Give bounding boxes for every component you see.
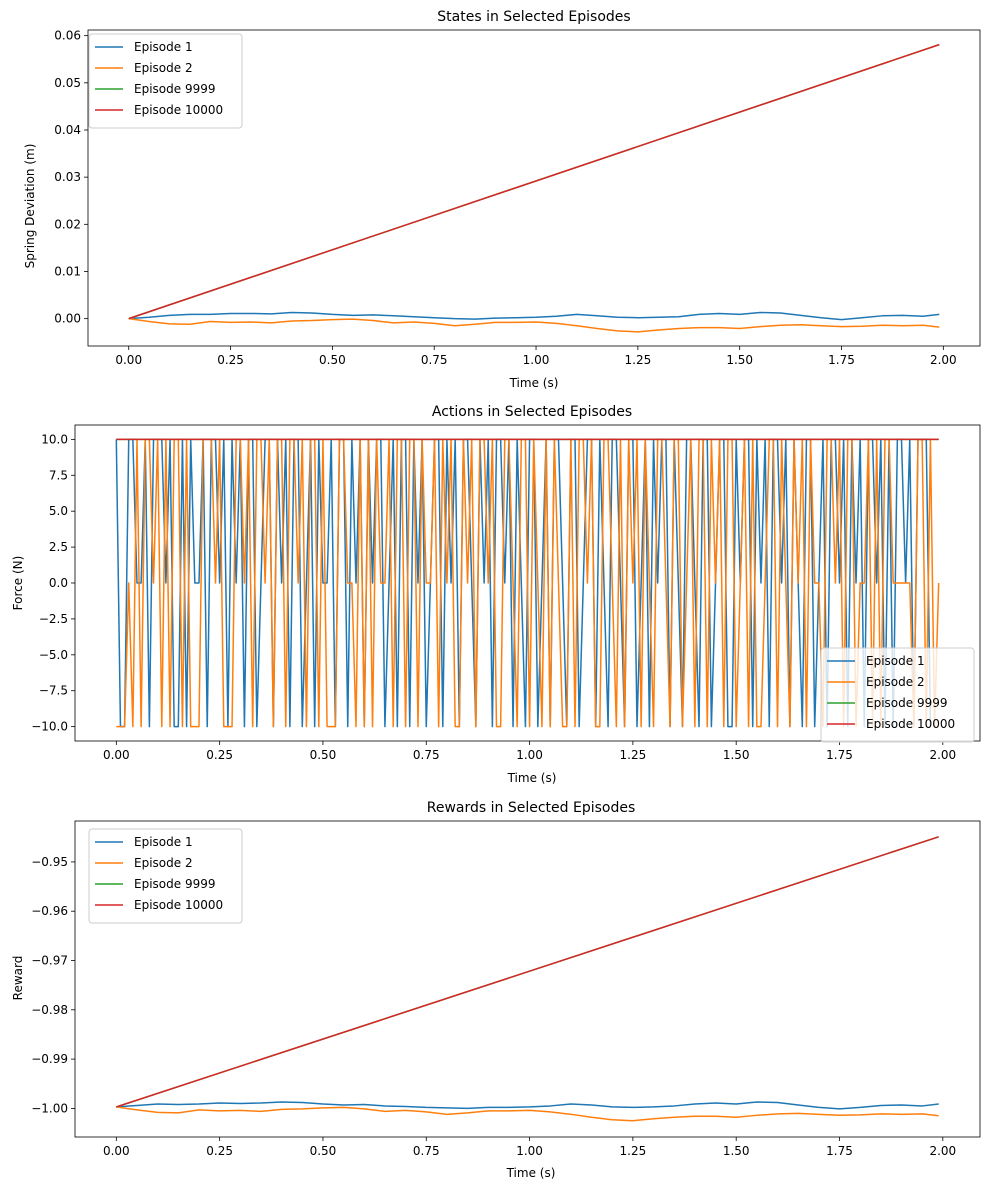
y-tick-label: 0.02 (54, 217, 81, 231)
y-tick-label: 0.03 (54, 170, 81, 184)
x-tick-label: 2.00 (930, 353, 957, 367)
series-line-episode-2 (116, 438, 940, 728)
legend-label: Episode 1 (866, 654, 925, 668)
legend-label: Episode 1 (134, 835, 193, 849)
y-axis-label: Force (N) (11, 556, 25, 611)
x-tick-label: 1.75 (828, 353, 855, 367)
x-tick-label: 0.00 (103, 748, 130, 762)
legend-label: Episode 2 (134, 61, 193, 75)
legend-label: Episode 2 (866, 675, 925, 689)
x-tick-label: 0.25 (206, 1144, 233, 1158)
y-tick-label: −1.00 (31, 1101, 68, 1115)
legend-label: Episode 2 (134, 856, 193, 870)
chart-title: Actions in Selected Episodes (432, 404, 632, 420)
x-tick-label: 0.50 (310, 748, 337, 762)
chart-title: States in Selected Episodes (437, 9, 630, 25)
series-group (115, 438, 940, 728)
axes-frame (74, 820, 981, 1138)
x-tick-label: 0.50 (310, 1144, 337, 1158)
legend: Episode 1 Episode 2 Episode 9999 Episode 10… (88, 33, 243, 129)
x-tick-label: 0.75 (421, 353, 448, 367)
x-tick-label: 1.50 (726, 353, 753, 367)
x-tick-label: 1.00 (516, 748, 543, 762)
x-tick-label: 0.75 (413, 1144, 440, 1158)
axes-frame (87, 29, 981, 347)
x-tick-label: 2.00 (929, 1144, 956, 1158)
y-axis-label: Spring Deviation (m) (23, 144, 37, 269)
series-line-episode-1 (116, 1101, 939, 1110)
x-tick-label: 0.25 (217, 353, 244, 367)
x-tick-label: 1.00 (523, 353, 550, 367)
subplot-states: States in Selected Episodes Time (s) Spr… (23, 9, 981, 390)
legend: Episode 1 Episode 2 Episode 9999 Episode 10… (88, 828, 243, 924)
x-tick-label: 1.75 (826, 1144, 853, 1158)
legend-label: Episode 9999 (134, 82, 215, 96)
legend-label: Episode 10000 (866, 717, 955, 731)
x-axis-label: Time (s) (506, 1166, 556, 1180)
y-tick-label: 0.00 (54, 312, 81, 326)
legend-label: Episode 9999 (134, 877, 215, 891)
y-tick-label: −0.96 (31, 904, 68, 918)
y-tick-label: 5.0 (49, 504, 68, 518)
y-tick-label: 0.04 (54, 123, 81, 137)
x-tick-label: 1.75 (826, 748, 853, 762)
x-tick-label: 0.25 (206, 748, 233, 762)
series-line-episode-10000 (128, 43, 940, 320)
subplot-actions: Actions in Selected Episodes Time (s) Fo… (11, 404, 981, 785)
x-tick-label: 1.50 (723, 748, 750, 762)
series-group (116, 836, 939, 1122)
x-tick-label: 1.50 (723, 1144, 750, 1158)
x-tick-label: 1.25 (620, 748, 647, 762)
legend-label: Episode 10000 (134, 898, 223, 912)
x-tick-label: 1.25 (620, 1144, 647, 1158)
y-tick-label: −0.98 (31, 1003, 68, 1017)
x-axis-label: Time (s) (507, 771, 557, 785)
x-tick-label: 1.00 (516, 1144, 543, 1158)
y-tick-label: 0.0 (49, 576, 68, 590)
x-tick-label: 1.25 (625, 353, 652, 367)
series-group (128, 43, 940, 333)
chart-title: Rewards in Selected Episodes (427, 800, 636, 816)
subplot-rewards: Rewards in Selected Episodes Time (s) Re… (11, 800, 981, 1180)
legend-box (820, 647, 975, 743)
y-tick-label: −0.97 (31, 954, 68, 968)
y-tick-label: −5.0 (39, 648, 68, 662)
y-tick-label: 10.0 (41, 432, 68, 446)
x-tick-label: 0.50 (319, 353, 346, 367)
series-line-episode-2 (128, 317, 940, 333)
y-tick-label: −2.5 (39, 612, 68, 626)
y-tick-label: −0.99 (31, 1052, 68, 1066)
y-tick-label: 7.5 (49, 468, 68, 482)
legend-box (88, 828, 243, 924)
x-tick-label: 0.00 (115, 353, 142, 367)
legend-label: Episode 9999 (866, 696, 947, 710)
y-tick-label: −10.0 (31, 720, 68, 734)
x-tick-label: 0.00 (103, 1144, 130, 1158)
series-line-episode-2 (116, 1106, 939, 1122)
y-axis-label: Reward (11, 956, 25, 1001)
legend-label: Episode 1 (134, 40, 193, 54)
series-line-episode-10000 (116, 836, 939, 1108)
x-tick-label: 0.75 (413, 748, 440, 762)
legend-box (88, 33, 243, 129)
y-tick-label: −0.95 (31, 855, 68, 869)
y-tick-label: 0.06 (54, 29, 81, 43)
y-tick-label: 0.01 (54, 264, 81, 278)
y-tick-label: 0.05 (54, 76, 81, 90)
x-axis-label: Time (s) (509, 376, 559, 390)
x-tick-label: 2.00 (929, 748, 956, 762)
y-tick-label: 2.5 (49, 540, 68, 554)
legend: Episode 1 Episode 2 Episode 9999 Episode 10… (820, 647, 975, 743)
series-line-episode-1 (128, 311, 940, 321)
y-tick-label: −7.5 (39, 684, 68, 698)
legend-label: Episode 10000 (134, 103, 223, 117)
